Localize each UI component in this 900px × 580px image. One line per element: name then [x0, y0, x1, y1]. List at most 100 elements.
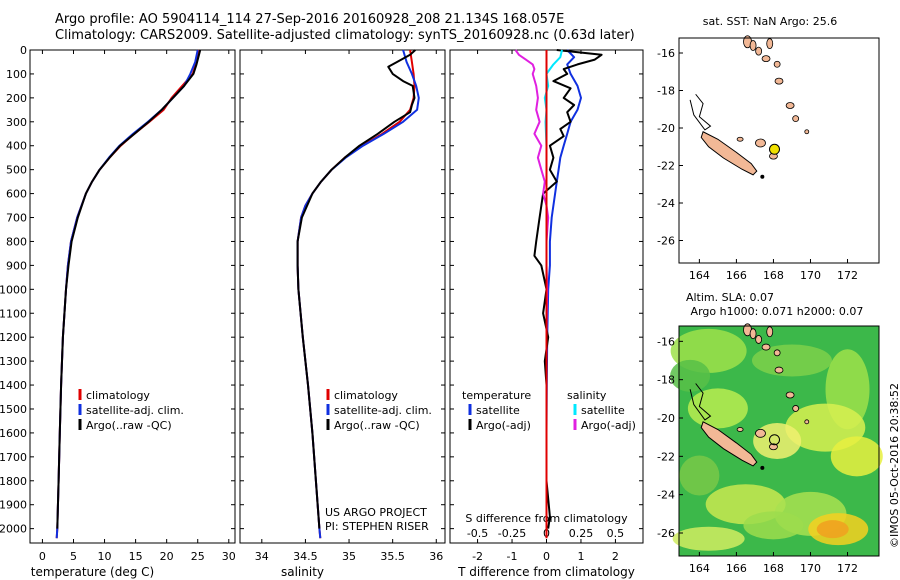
depth-tick-label: 500: [6, 164, 27, 177]
depth-tick-label: 1000: [0, 283, 27, 296]
panel-difference: -2 -1 0 1 2 T difference from climatology -0.5…: [449, 49, 644, 579]
header-title-line2: Climatology: CARS2009. Satellite-adjuste…: [55, 28, 635, 43]
depth-tick-label: 1300: [0, 355, 27, 368]
depth-tick-label: 400: [6, 140, 27, 153]
panel-temperature: 0100200300400500600700800900100011001200…: [0, 44, 236, 579]
island: [785, 391, 795, 399]
map-lat-label: -16: [657, 335, 675, 348]
sla-patch: [672, 526, 745, 551]
sla-patch: [687, 388, 748, 429]
imos-timestamp: ©IMOS 05-Oct-2016 20:38:52: [888, 382, 900, 548]
sla-patch: [670, 359, 711, 392]
map-lon-label: 170: [800, 269, 821, 282]
x-tick-label: 35.5: [380, 550, 405, 563]
island: [804, 129, 810, 135]
map-lat-label: -22: [657, 160, 675, 173]
map-sla-title: Altim. SLA: 0.07: [686, 291, 774, 304]
land-new-caledonia: [700, 131, 758, 176]
x-tick-label: -1: [507, 550, 518, 563]
island: [785, 102, 795, 109]
island: [749, 328, 757, 340]
x-tick-label: 25: [191, 550, 205, 563]
x-tick-label: -2: [472, 550, 483, 563]
x-tick-label: 35: [342, 550, 356, 563]
legend-label: satellite: [581, 404, 625, 417]
legend-label: Argo(-adj): [581, 419, 636, 432]
s-tick-label: 0.25: [569, 527, 594, 540]
legend-label: satellite: [476, 404, 520, 417]
depth-tick-label: 1700: [0, 451, 27, 464]
island: [774, 366, 784, 374]
reef-outline: [689, 93, 712, 131]
depth-tick-label: 0: [20, 44, 27, 57]
map-sla-subtitle: Argo h1000: 0.071 h2000: 0.07: [691, 305, 864, 318]
depth-tick-label: 100: [6, 68, 27, 81]
legend-label: Argo(-adj): [476, 419, 531, 432]
map-frame: [678, 37, 880, 264]
depth-tick-label: 1500: [0, 403, 27, 416]
depth-tick-label: 700: [6, 212, 27, 225]
temperature-frame: [29, 49, 236, 544]
map-lat-label: -16: [657, 47, 675, 60]
x-tick-label: 2: [612, 550, 619, 563]
map-lon-label: 166: [726, 269, 747, 282]
legend-label: satellite-adj. clim.: [334, 404, 432, 417]
island: [792, 405, 800, 412]
map-lat-label: -24: [657, 489, 675, 502]
sla-patch: [751, 344, 832, 377]
isle-of-pines: [760, 174, 765, 179]
depth-tick-label: 1200: [0, 331, 27, 344]
map-sst-title: sat. SST: NaN Argo: 25.6: [703, 15, 837, 28]
legend-label: salinity: [567, 389, 607, 402]
island: [761, 343, 771, 351]
sla-patch: [816, 520, 849, 539]
depth-tick-label: 1100: [0, 307, 27, 320]
legend-label: climatology: [334, 389, 398, 402]
map-lon-label: 168: [763, 269, 784, 282]
sla-patch: [679, 455, 720, 496]
s-tick-label: 0.5: [607, 527, 625, 540]
series-argo-raw-qc-: [56, 49, 202, 529]
map-lon-label: 164: [689, 562, 710, 575]
x-tick-label: 10: [98, 550, 112, 563]
depth-tick-label: 1400: [0, 379, 27, 392]
island: [774, 77, 784, 85]
depth-tick-label: 1600: [0, 427, 27, 440]
land-new-caledonia: [700, 421, 758, 467]
island: [749, 40, 757, 51]
map-lat-label: -20: [657, 412, 675, 425]
depth-tick-label: 200: [6, 92, 27, 105]
legend-label: Argo(..raw -QC): [334, 419, 420, 432]
x-axis-label: salinity: [281, 565, 324, 579]
island: [761, 55, 771, 63]
depth-tick-label: 600: [6, 188, 27, 201]
map-lat-label: -18: [657, 85, 675, 98]
depth-tick-label: 1800: [0, 475, 27, 488]
x-tick-label: 5: [70, 550, 77, 563]
series-argo-raw-qc-: [296, 49, 416, 529]
map-frame: [678, 325, 880, 557]
reef-outline: [689, 383, 712, 421]
island: [766, 326, 774, 338]
x-tick-label: 30: [222, 550, 236, 563]
panel-salinity: 34 34.5 35 35.5 36 salinity climatology satelli…: [239, 49, 446, 579]
project-annotation: US ARGO PROJECT: [325, 506, 427, 519]
depth-tick-label: 800: [6, 235, 27, 248]
x-tick-label: 1: [577, 550, 584, 563]
map-lon-label: 166: [726, 562, 747, 575]
sla-patch: [743, 511, 804, 540]
s-tick-label: -0.25: [498, 527, 526, 540]
header-title-line1: Argo profile: AO 5904114_114 27-Sep-2016…: [55, 12, 565, 27]
island: [736, 136, 744, 142]
map-lon-label: 170: [800, 562, 821, 575]
depth-tick-label: 1900: [0, 499, 27, 512]
isle-of-pines: [760, 465, 765, 470]
legend-label: Argo(..raw -QC): [86, 419, 172, 432]
sla-patch: [753, 423, 802, 459]
island: [792, 115, 800, 123]
x-axis-label: T difference from climatology: [457, 565, 635, 579]
legend-label: climatology: [86, 389, 150, 402]
x-tick-label: 20: [160, 550, 174, 563]
x-axis-label: temperature (deg C): [31, 565, 154, 579]
